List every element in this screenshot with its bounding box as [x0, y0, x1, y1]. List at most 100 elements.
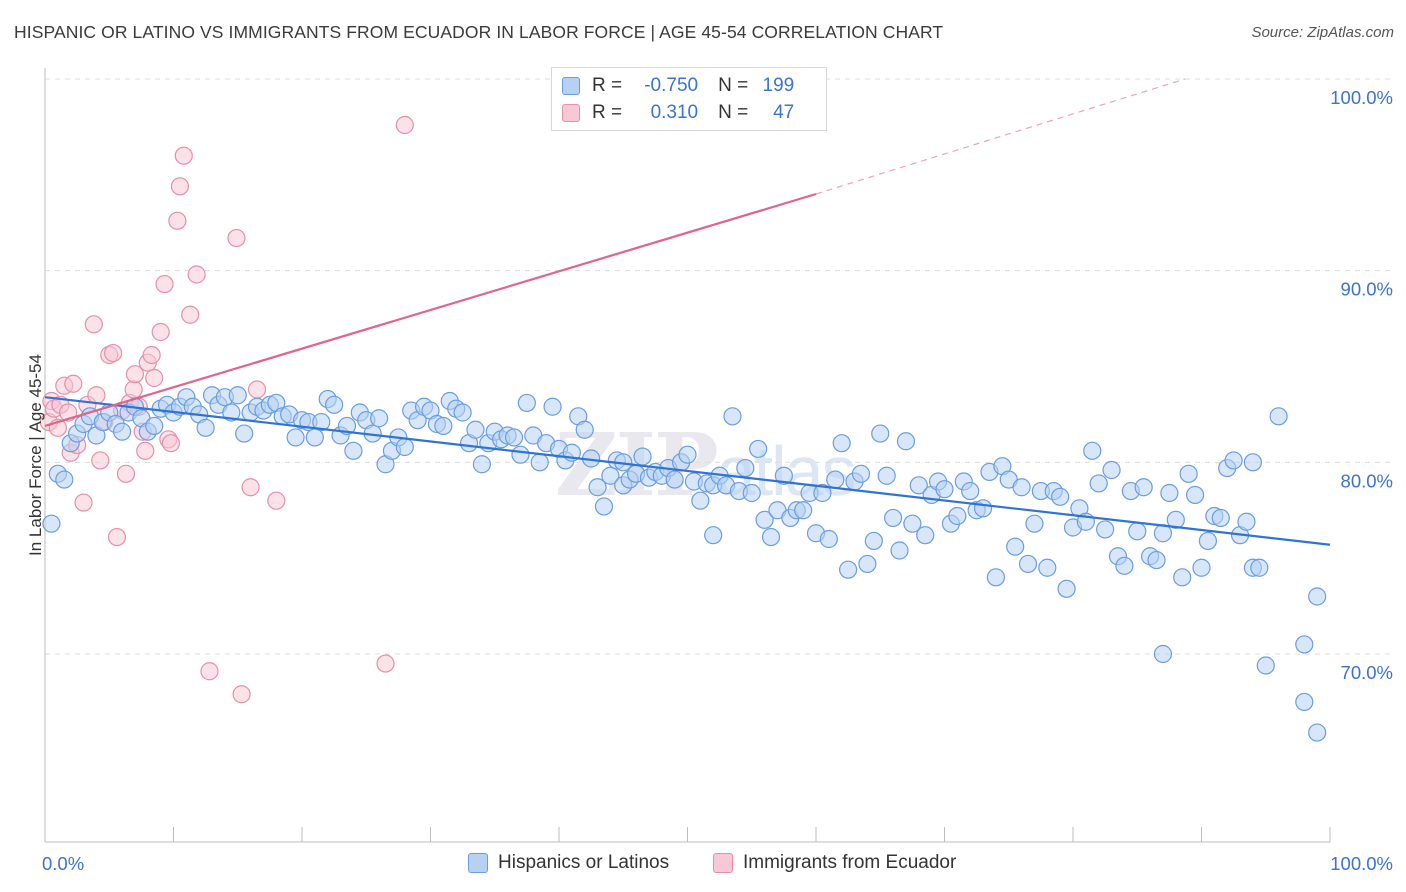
data-point	[344, 441, 363, 460]
series-legend: Hispanics or Latinos Immigrants from Ecu…	[0, 852, 1406, 878]
data-point	[395, 115, 414, 135]
data-point	[1173, 568, 1192, 587]
data-point	[832, 434, 851, 453]
data-point	[181, 305, 200, 324]
data-point	[530, 453, 549, 472]
data-point	[858, 554, 877, 574]
legend-n-value: 199	[762, 75, 795, 96]
legend-swatch-blue	[468, 853, 488, 873]
data-point	[601, 466, 620, 485]
legend-swatch-blue	[562, 77, 580, 95]
data-point	[896, 432, 916, 451]
data-point	[704, 526, 723, 545]
chart-title: HISPANIC OR LATINO VS IMMIGRANTS FROM EC…	[14, 22, 944, 42]
data-point	[691, 491, 710, 510]
data-point	[1179, 464, 1198, 483]
data-point	[864, 531, 883, 551]
data-point	[504, 428, 524, 447]
data-point	[1057, 579, 1076, 598]
data-point	[228, 386, 247, 405]
y-tick-label: 90.0%	[1341, 279, 1393, 300]
data-point	[1160, 483, 1179, 503]
data-point	[794, 501, 813, 520]
data-point	[1243, 453, 1263, 472]
data-point	[1256, 656, 1275, 675]
data-point	[877, 466, 896, 485]
y-tick-label: 100.0%	[1330, 87, 1393, 108]
data-point	[305, 428, 324, 447]
x-tick-label-min: 0.0%	[42, 853, 84, 874]
data-point	[434, 416, 453, 436]
data-point	[1038, 558, 1057, 577]
data-point	[839, 560, 858, 579]
data-point	[511, 445, 530, 464]
data-point	[247, 380, 267, 399]
legend-row-hispanics: R = -0.750 N = 199	[562, 73, 794, 99]
data-point	[124, 380, 143, 399]
data-point	[665, 470, 684, 489]
data-point	[1006, 537, 1025, 556]
data-point	[161, 434, 181, 453]
data-point	[948, 506, 967, 526]
legend-item-hispanics: Hispanics or Latinos	[468, 852, 669, 874]
data-point	[222, 403, 241, 422]
data-point	[200, 662, 219, 681]
data-point	[909, 476, 928, 495]
data-point	[517, 393, 536, 413]
data-point	[749, 439, 768, 459]
data-point	[142, 345, 161, 365]
legend-n-value: 47	[773, 102, 795, 123]
data-point	[871, 424, 890, 443]
data-point	[1198, 531, 1218, 551]
data-point	[755, 510, 774, 529]
data-point	[1166, 510, 1185, 529]
data-point	[973, 499, 993, 518]
data-point	[187, 265, 206, 284]
data-point	[723, 407, 742, 426]
legend-swatch-pink	[713, 853, 733, 873]
data-point	[466, 420, 485, 439]
data-point	[1089, 474, 1108, 493]
data-point	[87, 386, 106, 405]
grid-lines	[45, 78, 1390, 655]
data-point	[774, 466, 793, 485]
x-tick-label-max: 100.0%	[1330, 853, 1393, 874]
data-point	[1295, 692, 1314, 712]
data-point	[112, 422, 132, 441]
legend-r-label: R =	[592, 75, 623, 96]
axes	[44, 68, 1331, 843]
data-point	[1012, 478, 1031, 497]
data-point	[935, 480, 954, 499]
data-point	[235, 424, 254, 443]
data-point	[64, 374, 83, 393]
data-point	[376, 654, 395, 673]
legend-item-ecuador: Immigrants from Ecuador	[713, 852, 956, 874]
trend-line-hispanics	[44, 396, 1331, 546]
data-point	[1224, 451, 1243, 470]
data-point	[1083, 441, 1102, 460]
data-point	[170, 177, 190, 196]
data-point	[678, 445, 697, 464]
correlation-legend: R = -0.750 N = 199 R = 0.310 N = 47	[551, 67, 827, 131]
data-point	[761, 527, 781, 547]
data-point	[1102, 460, 1121, 480]
data-point	[1295, 635, 1314, 654]
data-point	[286, 428, 305, 447]
data-point	[55, 470, 74, 489]
data-point	[736, 458, 755, 478]
data-point	[819, 529, 838, 549]
data-point	[267, 491, 286, 510]
data-point	[1153, 644, 1173, 664]
legend-r-label: R =	[592, 102, 623, 123]
data-point	[1185, 485, 1205, 505]
data-point	[125, 365, 145, 384]
data-point	[145, 368, 164, 388]
data-point	[890, 541, 909, 560]
data-point	[1096, 520, 1115, 539]
data-point	[851, 464, 871, 483]
legend-swatch-pink	[562, 104, 580, 122]
data-point	[1147, 550, 1166, 570]
legend-row-ecuador: R = 0.310 N = 47	[562, 100, 794, 126]
data-point	[1269, 407, 1288, 426]
data-point	[136, 441, 155, 460]
